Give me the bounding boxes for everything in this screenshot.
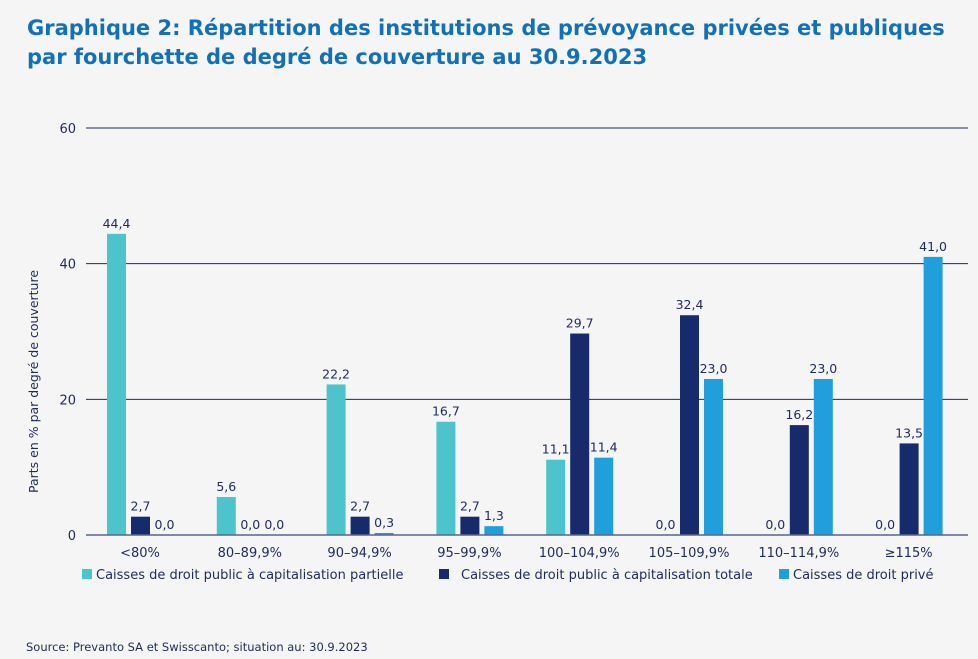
chart-title: Graphique 2: Répartition des institution… [27, 14, 945, 72]
data-label: 2,7 [131, 499, 151, 514]
bar [107, 233, 126, 535]
data-label: 32,4 [676, 297, 704, 312]
bar [131, 516, 150, 535]
title-line-1: Graphique 2: Répartition des institution… [27, 16, 945, 40]
x-tick-label: 95–99,9% [437, 546, 501, 561]
bar [326, 384, 346, 535]
data-label: 41,0 [919, 239, 947, 254]
x-tick-label: ≥115% [885, 546, 933, 561]
data-label: 22,2 [322, 366, 350, 381]
bar [813, 378, 833, 535]
y-tick-label: 40 [59, 258, 76, 273]
bar [680, 315, 699, 535]
bar [899, 443, 919, 535]
data-label: 11,1 [542, 442, 570, 457]
bar [594, 457, 614, 535]
legend-label: Caisses de droit public à capitalisation… [461, 568, 753, 583]
data-label: 0,3 [374, 515, 394, 530]
data-label: 0,0 [765, 517, 785, 532]
data-label: 2,7 [460, 499, 480, 514]
bar [350, 516, 370, 535]
legend-label: Caisses de droit privé [793, 568, 934, 583]
legend-swatch [82, 569, 92, 579]
data-label: 29,7 [566, 316, 594, 331]
data-label: 11,4 [590, 440, 618, 455]
bar [374, 532, 394, 535]
source-note: Source: Prevanto SA et Swisscanto; situa… [26, 640, 368, 654]
data-label: 23,0 [700, 361, 728, 376]
legend-label: Caisses de droit public à capitalisation… [96, 568, 403, 583]
y-tick-label: 20 [59, 393, 76, 408]
legend-swatch [779, 569, 789, 579]
data-label: 44,4 [103, 216, 131, 231]
data-label: 0,0 [656, 517, 676, 532]
bar [216, 497, 236, 535]
legend-swatch [439, 569, 449, 579]
data-label: 23,0 [809, 361, 837, 376]
y-tick-label: 0 [68, 529, 76, 544]
bar [789, 425, 809, 535]
bar [436, 421, 456, 535]
data-label: 0,0 [240, 517, 260, 532]
x-tick-label: 110–114,9% [758, 546, 839, 561]
bar [460, 516, 480, 535]
data-label: 2,7 [350, 499, 370, 514]
title-line-2: par fourchette de degré de couverture au… [27, 45, 648, 69]
data-label: 0,0 [264, 517, 284, 532]
y-tick-label: 60 [59, 122, 76, 137]
x-tick-label: 100–104,9% [539, 546, 620, 561]
y-axis-label: Parts en % par degré de couverture [26, 270, 41, 493]
x-tick-label: 105–109,9% [649, 546, 730, 561]
data-label: 1,3 [484, 508, 504, 523]
data-label: 13,5 [895, 425, 923, 440]
bar [923, 256, 943, 535]
data-label: 16,7 [432, 404, 460, 419]
data-label: 5,6 [216, 479, 236, 494]
data-label: 16,2 [785, 407, 813, 422]
x-tick-label: 90–94,9% [327, 546, 391, 561]
bar [484, 526, 504, 535]
data-label: 0,0 [875, 517, 895, 532]
x-tick-label: <80% [120, 546, 160, 561]
data-label: 0,0 [155, 517, 175, 532]
bar [546, 459, 566, 535]
bar [570, 333, 590, 535]
x-tick-label: 80–89,9% [218, 546, 282, 561]
bar [704, 378, 723, 535]
